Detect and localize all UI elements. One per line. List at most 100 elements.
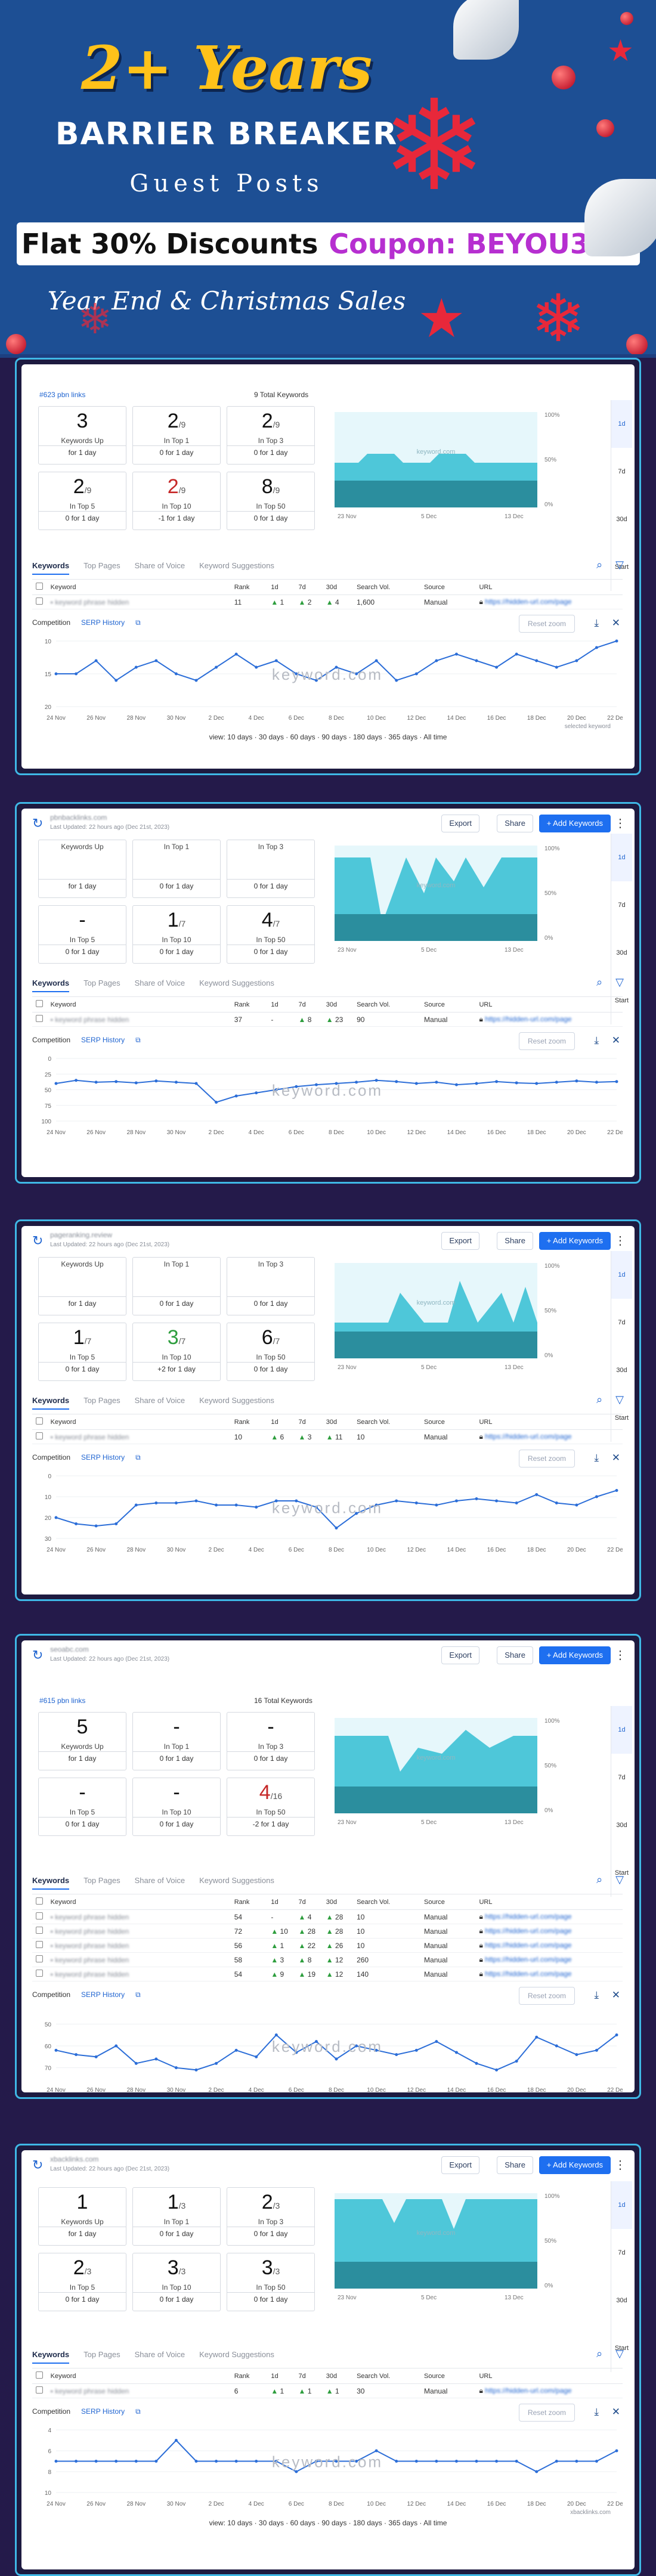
tab-top-pages[interactable]: Top Pages: [83, 979, 120, 987]
table-row[interactable]: ▪ keyword phrase hidden 58 ▲ 3 ▲ 8 ▲ 12 260 Ma…: [32, 1952, 623, 1967]
column-header[interactable]: Keyword: [47, 1894, 231, 1910]
date-range-option[interactable]: 7d: [611, 1754, 632, 1801]
search-icon[interactable]: ⌕: [596, 1394, 603, 1405]
search-icon[interactable]: ⌕: [596, 559, 603, 571]
add-keywords-button[interactable]: + Add Keywords: [539, 1232, 611, 1250]
filter-icon[interactable]: ▽: [615, 559, 624, 571]
reset-zoom-button[interactable]: Reset zoom: [518, 615, 575, 633]
tab-top-pages[interactable]: Top Pages: [83, 561, 120, 570]
url-cell[interactable]: 🔒︎ https://hidden-url.com/page: [475, 1909, 623, 1924]
url-text[interactable]: https://hidden-url.com/page: [485, 1432, 572, 1441]
close-icon[interactable]: ✕: [611, 2406, 620, 2417]
download-icon[interactable]: ⤓: [594, 1035, 599, 1046]
close-icon[interactable]: ✕: [611, 1452, 620, 1463]
column-header[interactable]: URL: [475, 996, 623, 1013]
row-checkbox[interactable]: [32, 1924, 47, 1939]
table-row[interactable]: ▪ keyword phrase hidden 72 ▲ 10 ▲ 28 ▲ 28 10 M…: [32, 1924, 623, 1939]
column-header[interactable]: URL: [475, 579, 623, 595]
download-icon[interactable]: ⤓: [594, 1989, 599, 2001]
tab-keywords[interactable]: Keywords: [32, 561, 70, 575]
column-header[interactable]: URL: [475, 1414, 623, 1430]
more-menu-icon[interactable]: ⋮: [614, 1234, 626, 1247]
column-header[interactable]: 7d: [295, 996, 323, 1013]
row-checkbox[interactable]: [32, 1909, 47, 1924]
url-text[interactable]: https://hidden-url.com/page: [485, 1015, 572, 1023]
filter-icon[interactable]: ▽: [615, 1394, 624, 1405]
serp-history-link[interactable]: SERP History: [81, 618, 125, 627]
date-range-option[interactable]: 7d: [611, 1299, 632, 1346]
chart-type-icon[interactable]: ⧉: [135, 2407, 141, 2416]
serp-history-link[interactable]: SERP History: [81, 1453, 125, 1462]
column-header[interactable]: Search Vol.: [353, 1894, 421, 1910]
add-keywords-button[interactable]: + Add Keywords: [539, 815, 611, 832]
url-text[interactable]: https://hidden-url.com/page: [485, 1927, 572, 1935]
url-text[interactable]: https://hidden-url.com/page: [485, 2386, 572, 2395]
column-header[interactable]: Source: [420, 1894, 476, 1910]
view-range-selector[interactable]: view: 10 days · 30 days · 60 days · 90 d…: [209, 733, 447, 741]
url-text[interactable]: https://hidden-url.com/page: [485, 1970, 572, 1978]
tab-share-of-voice[interactable]: Share of Voice: [134, 1876, 185, 1885]
share-button[interactable]: Share: [497, 1232, 533, 1250]
refresh-icon[interactable]: ↻: [32, 1648, 44, 1662]
competition-label[interactable]: Competition: [32, 1990, 71, 1999]
url-cell[interactable]: 🔒︎ https://hidden-url.com/page: [475, 1429, 623, 1444]
share-button[interactable]: Share: [497, 2156, 533, 2174]
view-range-selector[interactable]: view: 10 days · 30 days · 60 days · 90 d…: [209, 2519, 447, 2527]
table-row[interactable]: ▪ keyword phrase hidden 54- ▲ 4 ▲ 28 10 Manua…: [32, 1909, 623, 1924]
reset-zoom-button[interactable]: Reset zoom: [518, 1987, 575, 2005]
date-range-option[interactable]: 1d: [611, 834, 632, 881]
date-range-option[interactable]: 30d: [611, 496, 632, 543]
date-range-option[interactable]: 1d: [611, 2181, 632, 2229]
filter-icon[interactable]: ▽: [615, 976, 624, 988]
search-icon[interactable]: ⌕: [596, 1874, 603, 1885]
share-button[interactable]: Share: [497, 815, 533, 832]
tab-top-pages[interactable]: Top Pages: [83, 1396, 120, 1405]
select-all-checkbox[interactable]: [32, 579, 47, 595]
column-header[interactable]: Source: [420, 1414, 476, 1430]
export-button[interactable]: Export: [441, 815, 479, 832]
select-all-checkbox[interactable]: [32, 1894, 47, 1910]
row-checkbox[interactable]: [32, 2383, 47, 2398]
url-text[interactable]: https://hidden-url.com/page: [485, 1955, 572, 1964]
url-text[interactable]: https://hidden-url.com/page: [485, 597, 572, 606]
url-cell[interactable]: 🔒︎ https://hidden-url.com/page: [475, 1967, 623, 1981]
export-button[interactable]: Export: [441, 2156, 479, 2174]
chart-type-icon[interactable]: ⧉: [135, 1990, 141, 1999]
column-header[interactable]: URL: [475, 1894, 623, 1910]
row-checkbox[interactable]: [32, 595, 47, 609]
tab-share-of-voice[interactable]: Share of Voice: [134, 2350, 185, 2359]
column-header[interactable]: Rank: [230, 1894, 268, 1910]
column-header[interactable]: 1d: [267, 2368, 295, 2384]
table-row[interactable]: ▪ keyword phrase hidden 11 ▲ 1 ▲ 2 ▲ 4 1,600 M…: [32, 595, 623, 609]
column-header[interactable]: Keyword: [47, 2368, 231, 2384]
column-header[interactable]: 7d: [295, 2368, 323, 2384]
tab-share-of-voice[interactable]: Share of Voice: [134, 979, 185, 987]
tab-keyword-suggestions[interactable]: Keyword Suggestions: [199, 2350, 274, 2359]
url-cell[interactable]: 🔒︎ https://hidden-url.com/page: [475, 595, 623, 609]
column-header[interactable]: 1d: [267, 1894, 295, 1910]
table-row[interactable]: ▪ keyword phrase hidden 54 ▲ 9 ▲ 19 ▲ 12 140 M…: [32, 1967, 623, 1981]
competition-label[interactable]: Competition: [32, 2407, 71, 2416]
column-header[interactable]: 30d: [322, 2368, 354, 2384]
tab-keyword-suggestions[interactable]: Keyword Suggestions: [199, 1396, 274, 1405]
url-cell[interactable]: 🔒︎ https://hidden-url.com/page: [475, 1012, 623, 1027]
date-range-option[interactable]: 30d: [611, 1801, 632, 1849]
more-menu-icon[interactable]: ⋮: [614, 817, 626, 830]
column-header[interactable]: 30d: [322, 579, 354, 595]
table-row[interactable]: ▪ keyword phrase hidden 37- ▲ 8 ▲ 23 90 Manua…: [32, 1012, 623, 1027]
tab-keywords[interactable]: Keywords: [32, 2350, 70, 2364]
column-header[interactable]: 30d: [322, 1414, 354, 1430]
competition-label[interactable]: Competition: [32, 1453, 71, 1462]
tab-keyword-suggestions[interactable]: Keyword Suggestions: [199, 1876, 274, 1885]
column-header[interactable]: URL: [475, 2368, 623, 2384]
column-header[interactable]: Rank: [230, 996, 268, 1013]
table-row[interactable]: ▪ keyword phrase hidden 10 ▲ 6 ▲ 3 ▲ 11 10 Man…: [32, 1429, 623, 1444]
column-header[interactable]: Search Vol.: [353, 996, 421, 1013]
url-cell[interactable]: 🔒︎ https://hidden-url.com/page: [475, 1952, 623, 1967]
tab-keywords[interactable]: Keywords: [32, 979, 70, 992]
date-range-option[interactable]: 30d: [611, 2277, 632, 2324]
column-header[interactable]: Search Vol.: [353, 579, 421, 595]
tab-top-pages[interactable]: Top Pages: [83, 2350, 120, 2359]
date-range-option[interactable]: 30d: [611, 929, 632, 977]
search-icon[interactable]: ⌕: [596, 2348, 603, 2360]
